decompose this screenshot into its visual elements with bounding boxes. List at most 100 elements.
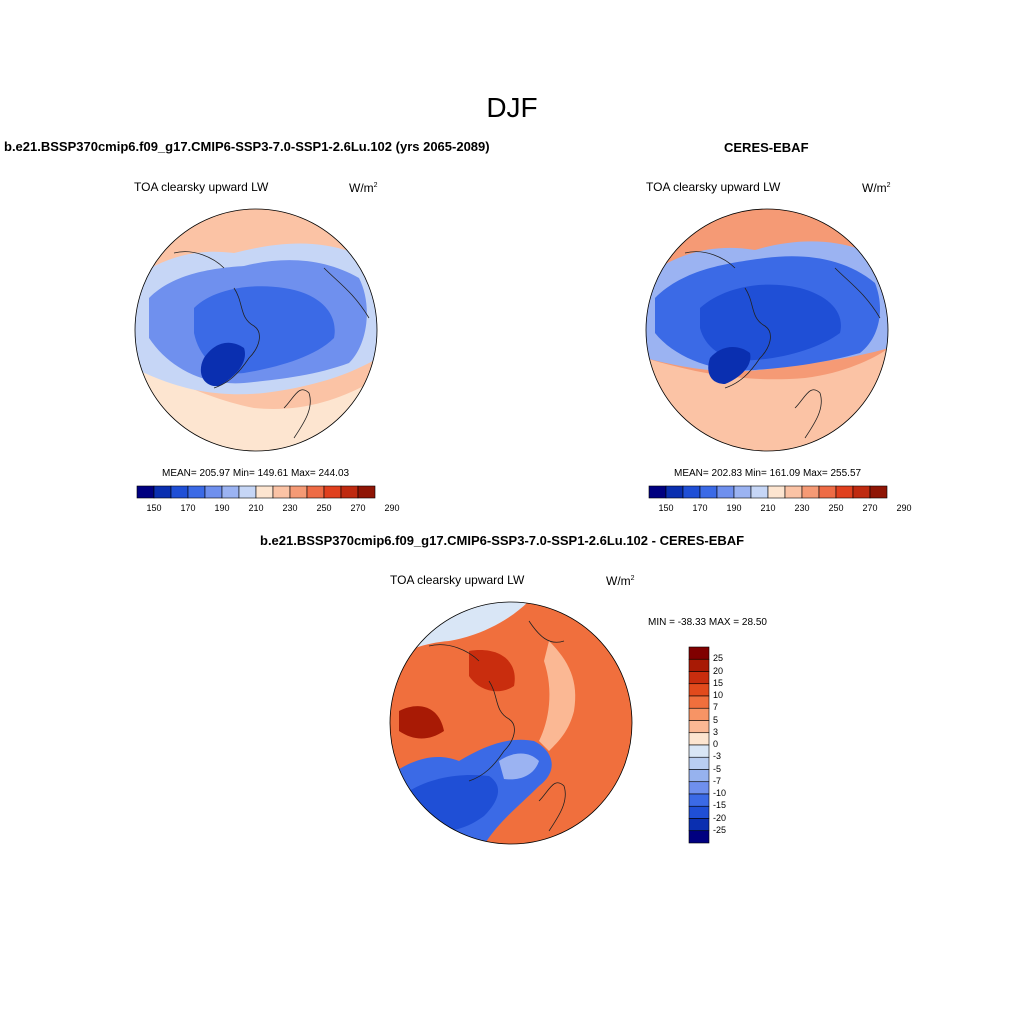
colorbar-tick-label: 290	[384, 503, 400, 513]
colorbar-tick-label: 15	[713, 677, 724, 688]
model-stats: MEAN= 205.97 Min= 149.61 Max= 244.03	[162, 468, 350, 479]
colorbar-swatch	[733, 485, 752, 499]
colorbar-swatch	[688, 793, 710, 807]
colorbar-swatch	[688, 695, 710, 709]
colorbar-tick-label: -5	[713, 763, 722, 774]
colorbar-tick-label: 0	[713, 739, 719, 749]
colorbar-tick-label: 230	[794, 503, 810, 513]
colorbar-swatch	[767, 485, 786, 499]
colorbar-tick-label: 170	[692, 503, 708, 513]
colorbar-swatch	[221, 485, 240, 499]
colorbar-tick-label: 210	[760, 503, 776, 513]
colorbar-swatch	[716, 485, 735, 499]
model-panel-title: b.e21.BSSP370cmip6.f09_g17.CMIP6-SSP3-7.…	[4, 139, 490, 154]
colorbar-swatch	[852, 485, 871, 499]
colorbar-tick-label: 170	[180, 503, 196, 513]
colorbar-swatch	[238, 485, 257, 499]
diff-map-cold-edge	[499, 753, 539, 780]
colorbar-swatch	[688, 756, 710, 770]
colorbar-tick-label: 5	[713, 714, 719, 725]
colorbar-swatch	[688, 683, 710, 697]
colorbar-tick-label: 7	[713, 702, 719, 713]
colorbar-swatch	[357, 485, 376, 499]
model-units: W/m2	[349, 181, 378, 195]
diff-map-siberia-warm	[469, 650, 515, 692]
colorbar-swatch	[869, 485, 888, 499]
model-map-south-band	[135, 368, 377, 451]
colorbar-tick-label: -7	[713, 775, 722, 786]
obs-colorbar	[648, 485, 888, 499]
obs-map-greenland-core	[708, 346, 751, 384]
colorbar-tick-label: 150	[146, 503, 162, 513]
colorbar-tick-label: -15	[713, 800, 727, 811]
colorbar-tick-label: 270	[350, 503, 366, 513]
colorbar-tick-label: 250	[828, 503, 844, 513]
colorbar-tick-label: 3	[713, 726, 719, 737]
colorbar-swatch	[648, 485, 667, 499]
colorbar-swatch	[204, 485, 223, 499]
obs-map-border	[645, 208, 889, 452]
diff-colorbar	[688, 646, 710, 844]
colorbar-swatch	[688, 781, 710, 795]
model-variable-label: TOA clearsky upward LW	[134, 180, 269, 194]
model-colorbar-labels: 150 170 190 210 230 250 270 290	[137, 503, 399, 515]
colorbar-tick-label: 230	[282, 503, 298, 513]
model-map-border	[134, 208, 378, 452]
colorbar-swatch	[688, 805, 710, 819]
colorbar-swatch	[688, 732, 710, 746]
colorbar-tick-label: 10	[713, 690, 724, 700]
colorbar-swatch	[340, 485, 359, 499]
colorbar-tick-label: 270	[862, 503, 878, 513]
diff-units: W/m2	[606, 574, 635, 588]
colorbar-swatch	[688, 646, 710, 660]
colorbar-swatch	[688, 818, 710, 832]
colorbar-swatch	[688, 830, 710, 844]
colorbar-swatch	[323, 485, 342, 499]
colorbar-swatch	[170, 485, 189, 499]
colorbar-swatch	[750, 485, 769, 499]
colorbar-swatch	[682, 485, 701, 499]
obs-stats: MEAN= 202.83 Min= 161.09 Max= 255.57	[674, 468, 862, 479]
colorbar-swatch	[306, 485, 325, 499]
colorbar-tick-label: 150	[658, 503, 674, 513]
colorbar-swatch	[688, 658, 710, 672]
obs-variable-label: TOA clearsky upward LW	[646, 180, 781, 194]
colorbar-swatch	[187, 485, 206, 499]
obs-map-south-band	[646, 348, 888, 451]
model-map-greenland-core	[200, 342, 245, 387]
colorbar-tick-label: 250	[316, 503, 332, 513]
colorbar-tick-label: 20	[713, 665, 724, 676]
diff-map-border	[389, 601, 633, 845]
colorbar-tick-label: 25	[713, 653, 724, 664]
colorbar-tick-label: -20	[713, 812, 727, 823]
obs-units: W/m2	[862, 181, 891, 195]
diff-map-pale-streak	[539, 641, 576, 751]
colorbar-swatch	[688, 671, 710, 685]
colorbar-tick-label: 190	[726, 503, 742, 513]
colorbar-swatch	[289, 485, 308, 499]
colorbar-tick-label: 210	[248, 503, 264, 513]
season-title: DJF	[486, 92, 538, 123]
colorbar-swatch	[272, 485, 291, 499]
colorbar-swatch	[835, 485, 854, 499]
colorbar-swatch	[784, 485, 803, 499]
diff-minmax: MIN = -38.33 MAX = 28.50	[648, 617, 767, 628]
colorbar-tick-label: 290	[896, 503, 912, 513]
diff-map-hotspot	[399, 706, 444, 739]
colorbar-swatch	[699, 485, 718, 499]
model-colorbar	[136, 485, 376, 499]
obs-polar-map	[645, 208, 889, 452]
obs-colorbar-labels: 150 170 190 210 230 250 270 290	[649, 503, 911, 515]
colorbar-swatch	[255, 485, 274, 499]
colorbar-tick-label: 190	[214, 503, 230, 513]
colorbar-tick-label: -25	[713, 824, 727, 835]
colorbar-swatch	[801, 485, 820, 499]
colorbar-swatch	[688, 744, 710, 758]
colorbar-swatch	[688, 707, 710, 721]
obs-map-deep-blue-zone	[700, 284, 841, 361]
diff-panel-title: b.e21.BSSP370cmip6.f09_g17.CMIP6-SSP3-7.…	[260, 533, 745, 548]
colorbar-swatch	[688, 720, 710, 734]
obs-panel-title: CERES-EBAF	[724, 140, 809, 155]
colorbar-swatch	[153, 485, 172, 499]
colorbar-swatch	[136, 485, 155, 499]
